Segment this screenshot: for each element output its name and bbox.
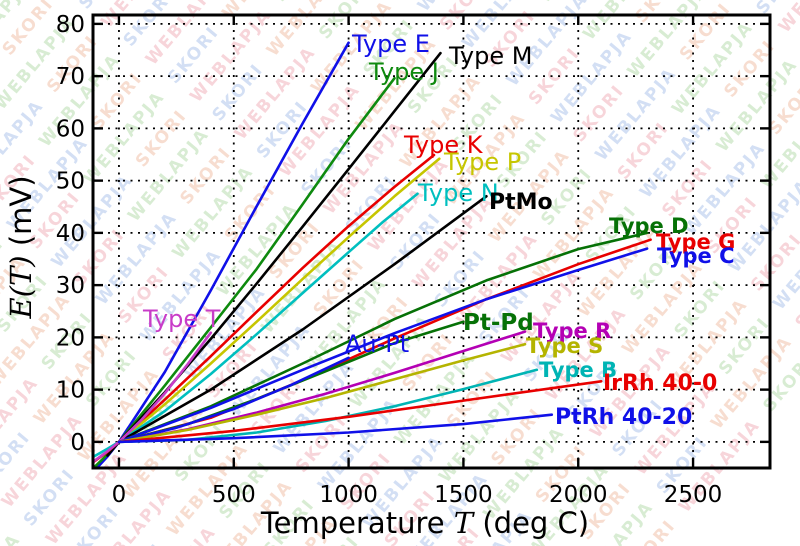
curve-label-type-e: Type E: [351, 30, 430, 58]
axis-ticks: [93, 15, 770, 468]
curve-type-p: [117, 157, 441, 444]
y-tick-label: 10: [56, 378, 85, 404]
x-axis-title: Temperature T (deg C): [260, 506, 589, 540]
curve-type-s: [117, 342, 527, 444]
x-tick-label: 0: [112, 482, 127, 508]
x-tick-label: 2000: [549, 482, 608, 508]
x-tick-label: 2500: [664, 482, 723, 508]
y-tick-label: 20: [56, 325, 85, 351]
curve-label-type-r: Type R: [533, 319, 611, 343]
curve-type-c: [117, 247, 649, 444]
y-tick-label: 30: [56, 273, 85, 299]
curve-label-irrh-40-0: IrRh 40-0: [603, 371, 717, 396]
plot-frame: [91, 13, 772, 470]
curve-au-pt: [117, 356, 350, 444]
x-tick-label: 500: [212, 482, 256, 508]
curve-label-type-c: Type C: [657, 244, 735, 268]
curve-type-t: [93, 331, 213, 464]
curve-label-au-pt: Au-Pt: [345, 330, 409, 358]
curve-label-pt-pd: Pt-Pd: [463, 310, 534, 336]
curve-irrh-40-0: [117, 379, 603, 444]
y-tick-label: 40: [56, 221, 85, 247]
curve-type-j: [93, 76, 396, 468]
axis-tick-labels: 0 500 1000 1500 2000 2500 0 10 20 30 40 50 60 70 80: [56, 12, 723, 508]
curve-ptmo: [117, 195, 488, 444]
grid-lines: [93, 15, 770, 468]
y-axis-title: E(T) (mV): [4, 175, 38, 319]
curve-label-ptmo: PtMo: [489, 190, 553, 215]
curve-ptrh-40-20: [117, 413, 554, 444]
curve-label-type-j: Type J: [368, 58, 439, 86]
curve-type-d: [117, 231, 649, 444]
curve-label-ptrh-40-20: PtRh 40-20: [555, 405, 692, 430]
curve-label-type-t: Type T: [142, 305, 221, 333]
curve-label-type-d: Type D: [609, 214, 689, 238]
y-tick-label: 80: [56, 12, 85, 38]
y-tick-label: 60: [56, 116, 85, 142]
curves: [93, 41, 652, 468]
y-tick-label: 70: [56, 64, 85, 90]
curve-label-type-k: Type K: [403, 131, 484, 159]
curve-label-type-n: Type N: [417, 179, 499, 207]
curve-label-type-g: Type G: [656, 230, 735, 254]
curve-label-type-b: Type B: [539, 358, 617, 382]
y-tick-label: 50: [56, 169, 85, 195]
curve-label-type-s: Type S: [526, 334, 603, 358]
curve-type-e: [95, 41, 350, 468]
curve-label-type-p: Type P: [443, 148, 521, 176]
curve-label-type-m: Type M: [448, 42, 532, 70]
x-tick-label: 1000: [319, 482, 378, 508]
y-tick-label: 0: [70, 430, 85, 456]
x-tick-label: 1500: [434, 482, 493, 508]
